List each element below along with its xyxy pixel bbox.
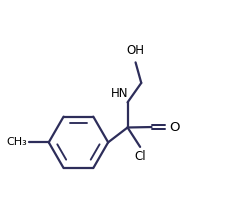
Text: HN: HN xyxy=(110,87,128,100)
Text: CH₃: CH₃ xyxy=(7,137,27,147)
Text: OH: OH xyxy=(126,44,144,57)
Text: O: O xyxy=(169,121,179,134)
Text: Cl: Cl xyxy=(134,150,146,163)
